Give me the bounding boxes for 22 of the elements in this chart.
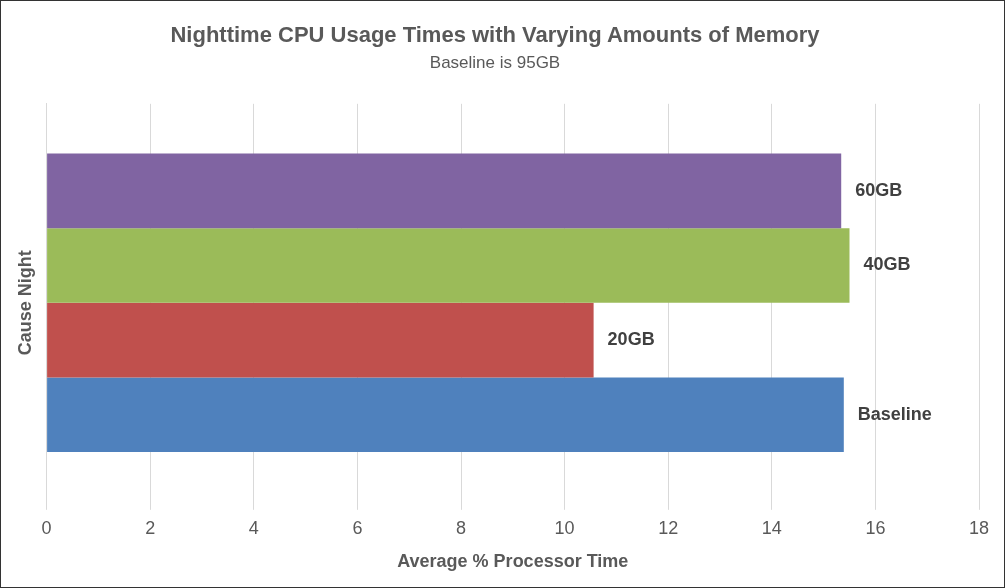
x-tick-label: 14 bbox=[761, 517, 782, 538]
series-label: 60GB bbox=[855, 179, 903, 200]
x-tick-label: 12 bbox=[658, 517, 679, 538]
series-label: Baseline bbox=[857, 403, 932, 424]
x-axis-title: Average % Processor Time bbox=[397, 551, 629, 572]
x-tick-label: 4 bbox=[248, 517, 259, 538]
bar bbox=[47, 153, 842, 229]
series-label: 20GB bbox=[607, 329, 655, 350]
series-label: 40GB bbox=[863, 254, 911, 275]
x-tick-label: 8 bbox=[455, 517, 467, 538]
x-tick-label: 10 bbox=[554, 517, 575, 538]
y-axis-title: Cause Night bbox=[14, 250, 35, 356]
x-tick-label: 18 bbox=[968, 517, 990, 538]
x-tick-label: 2 bbox=[145, 517, 156, 538]
chart-subtitle: Baseline is 95GB bbox=[429, 53, 561, 73]
x-tick-label: 0 bbox=[41, 517, 52, 538]
x-tick-label: 6 bbox=[352, 517, 363, 538]
bar bbox=[47, 228, 850, 303]
bar bbox=[47, 302, 594, 378]
bar bbox=[47, 377, 844, 453]
chart-title: Nighttime CPU Usage Times with Varying Amounts of Memory bbox=[170, 22, 821, 48]
x-tick-label: 16 bbox=[865, 517, 886, 538]
